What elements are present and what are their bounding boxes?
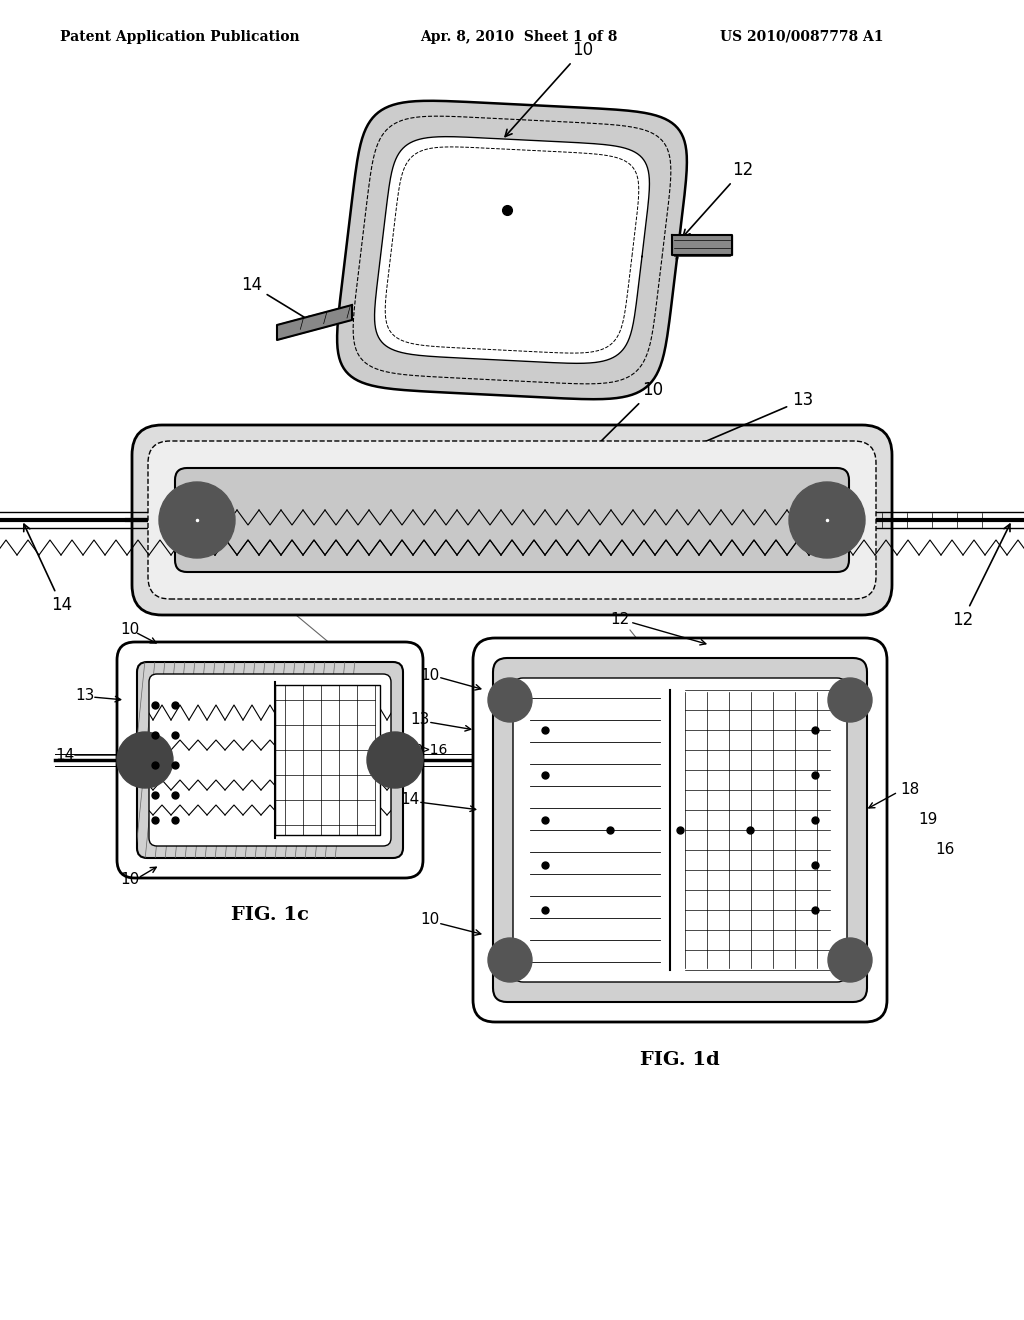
Polygon shape [278, 305, 352, 341]
Text: Apr. 8, 2010  Sheet 1 of 8: Apr. 8, 2010 Sheet 1 of 8 [420, 30, 617, 44]
Circle shape [159, 482, 234, 558]
Text: 19: 19 [918, 813, 937, 828]
FancyBboxPatch shape [150, 675, 391, 846]
Circle shape [790, 482, 865, 558]
FancyBboxPatch shape [275, 685, 380, 836]
Text: 12: 12 [610, 612, 630, 627]
Text: 14: 14 [400, 792, 420, 808]
Text: FIG. 1c: FIG. 1c [231, 906, 309, 924]
Circle shape [488, 939, 532, 982]
Text: 10: 10 [421, 912, 440, 928]
FancyBboxPatch shape [148, 441, 876, 599]
Circle shape [828, 939, 872, 982]
Polygon shape [337, 100, 687, 399]
Text: 14: 14 [55, 747, 75, 763]
Text: 12: 12 [952, 524, 1010, 630]
FancyBboxPatch shape [473, 638, 887, 1022]
Text: 16: 16 [935, 842, 954, 858]
Text: 14: 14 [241, 276, 313, 322]
Text: 12: 12 [683, 161, 754, 236]
FancyBboxPatch shape [137, 663, 403, 858]
Circle shape [828, 678, 872, 722]
Text: 13: 13 [76, 688, 95, 702]
Text: >16: >16 [418, 743, 447, 756]
Text: 10: 10 [421, 668, 440, 682]
Text: 10: 10 [121, 873, 140, 887]
FancyBboxPatch shape [513, 678, 847, 982]
FancyBboxPatch shape [132, 425, 892, 615]
Circle shape [488, 678, 532, 722]
Text: 10: 10 [505, 41, 593, 136]
Polygon shape [375, 137, 649, 363]
Text: 13: 13 [411, 713, 430, 727]
Text: >19: >19 [395, 743, 424, 756]
Text: 14: 14 [24, 524, 72, 614]
Text: FIG. 1a: FIG. 1a [472, 455, 552, 474]
Text: Patent Application Publication: Patent Application Publication [60, 30, 300, 44]
Text: >18: >18 [370, 743, 399, 756]
Circle shape [117, 733, 173, 788]
Circle shape [367, 733, 423, 788]
Text: 10: 10 [121, 623, 140, 638]
Text: US 2010/0087778 A1: US 2010/0087778 A1 [720, 30, 884, 44]
Text: 10: 10 [575, 381, 664, 467]
Text: FIG. 1d: FIG. 1d [640, 1051, 720, 1069]
FancyBboxPatch shape [117, 642, 423, 878]
Text: 13: 13 [667, 391, 813, 458]
FancyBboxPatch shape [493, 657, 867, 1002]
Polygon shape [672, 235, 732, 255]
FancyBboxPatch shape [175, 469, 849, 572]
Text: 12: 12 [350, 742, 370, 758]
Text: FIG. 1b: FIG. 1b [472, 656, 552, 675]
Text: 18: 18 [900, 783, 920, 797]
